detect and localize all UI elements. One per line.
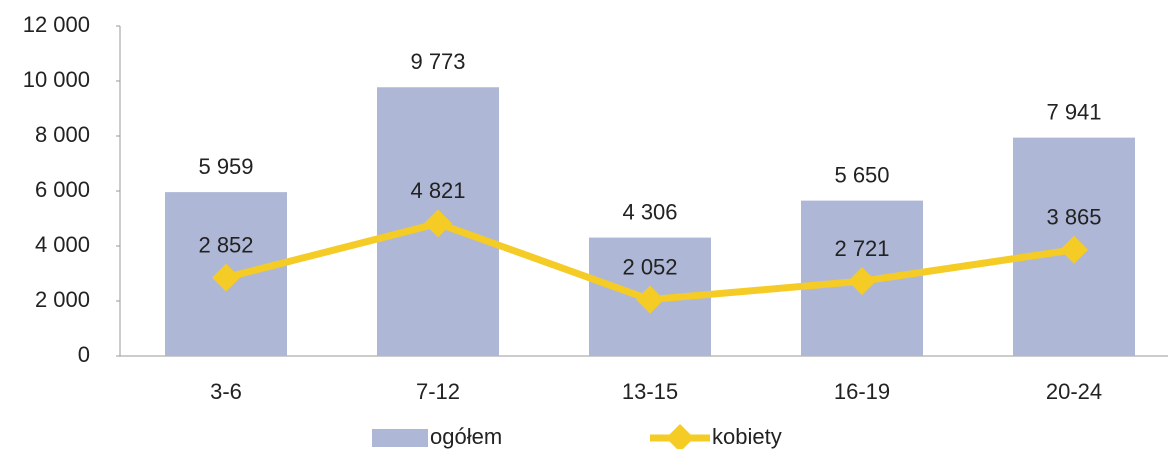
- bar-value-label: 4 306: [622, 199, 677, 224]
- legend-swatch: [372, 429, 428, 447]
- legend-label: kobiety: [712, 424, 782, 449]
- legend-marker: [666, 424, 694, 449]
- y-tick-label: 0: [78, 342, 90, 367]
- y-tick-label: 6 000: [35, 177, 90, 202]
- line-value-label: 2 052: [622, 254, 677, 279]
- line-value-label: 3 865: [1046, 205, 1101, 230]
- x-tick-label: 7-12: [416, 379, 460, 404]
- line-marker: [212, 263, 240, 292]
- y-tick-label: 2 000: [35, 287, 90, 312]
- line-marker: [848, 267, 876, 296]
- line-marker: [636, 285, 664, 314]
- y-tick-label: 4 000: [35, 232, 90, 257]
- line-marker: [1060, 235, 1088, 264]
- line-marker: [424, 209, 452, 238]
- bar-value-label: 7 941: [1046, 99, 1101, 124]
- line-value-label: 4 821: [410, 178, 465, 203]
- bar-value-label: 5 959: [198, 154, 253, 179]
- x-tick-label: 13-15: [622, 379, 678, 404]
- legend-label: ogółem: [430, 424, 502, 449]
- bar-value-label: 5 650: [834, 162, 889, 187]
- x-tick-label: 20-24: [1046, 379, 1102, 404]
- bar-value-label: 9 773: [410, 49, 465, 74]
- line-value-label: 2 852: [198, 232, 253, 257]
- y-tick-label: 12 000: [23, 12, 90, 37]
- line-value-label: 2 721: [834, 236, 889, 261]
- x-tick-label: 3-6: [210, 379, 242, 404]
- y-tick-label: 8 000: [35, 122, 90, 147]
- y-tick-label: 10 000: [23, 67, 90, 92]
- x-tick-label: 16-19: [834, 379, 890, 404]
